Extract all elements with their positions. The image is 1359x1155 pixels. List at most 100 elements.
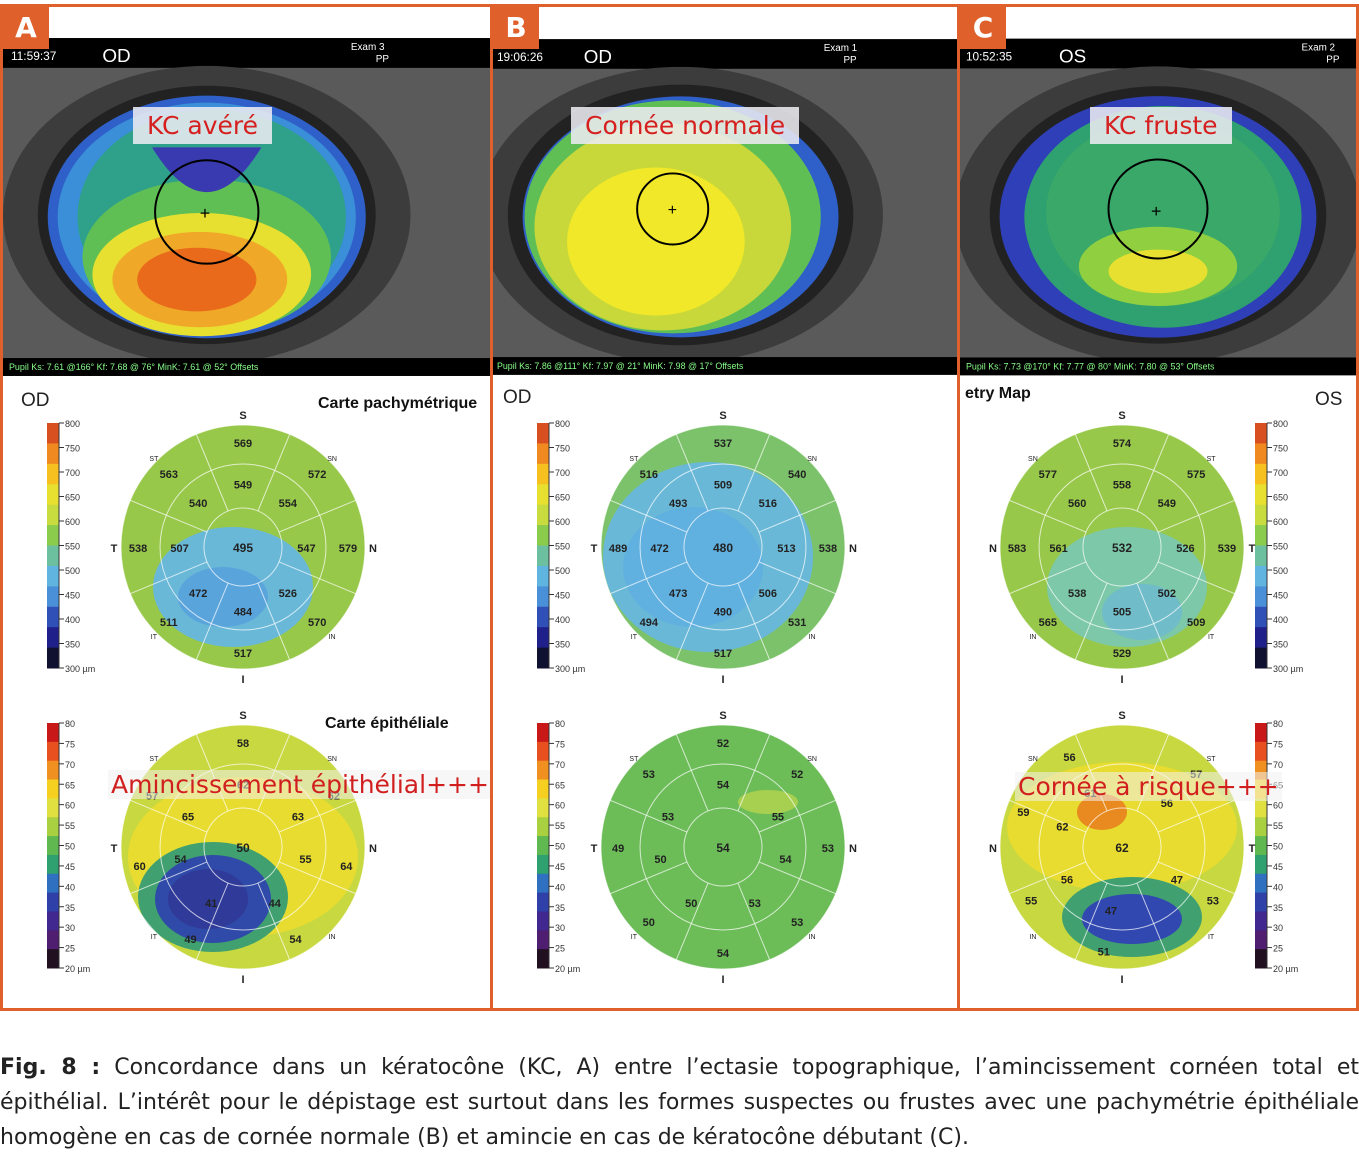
inner-value: 516	[759, 498, 777, 510]
direction-label-right: N	[369, 843, 377, 855]
scale-tick-label: 65	[65, 780, 75, 790]
outer-value: 583	[1008, 543, 1026, 555]
scale-tick-label: 750	[65, 444, 80, 454]
scale-tick-label: 45	[65, 862, 75, 872]
topography-image: 19:06:26 OD Exam 1 PP + Pupil Ks: 7.86 @…	[493, 39, 957, 375]
topo-eye: OS	[1059, 45, 1086, 66]
scale-tick-label: 65	[555, 780, 565, 790]
scale-tick-label: 55	[555, 821, 565, 831]
inner-value: 493	[669, 498, 687, 510]
inner-value: 472	[189, 588, 207, 600]
pachy-eye: OD	[503, 387, 532, 408]
topo-map	[999, 96, 1317, 338]
scale-tick-label: 800	[555, 419, 570, 429]
scale-tick-label: 35	[555, 903, 565, 913]
direction-label-s: S	[239, 710, 246, 722]
quadrant-label: ST	[149, 456, 159, 463]
outer-value: 572	[308, 469, 326, 481]
direction-label-left: T	[111, 843, 118, 855]
scale-tick-label: 800	[65, 419, 80, 429]
outer-value: 51	[1098, 946, 1110, 958]
panel-b: B 19:06:26 OD Exam 1 PP + Pupil Ks: 7.86…	[490, 4, 960, 1011]
scale-tick-label: 400	[1273, 615, 1288, 625]
epi-disc	[601, 725, 845, 969]
scale-tick-label: 600	[555, 517, 570, 527]
scale-tick-label: 650	[555, 493, 570, 503]
scale-tick-label: 55	[1273, 821, 1283, 831]
outer-value: 60	[134, 861, 146, 873]
scale-tick-label: 25	[555, 944, 565, 954]
inner-value: 561	[1049, 543, 1067, 555]
direction-label-left: T	[111, 543, 118, 555]
topo-bottom: Pupil Ks: 7.73 @170° Kf: 7.77 @ 80° MinK…	[966, 361, 1215, 371]
inner-value: 560	[1068, 498, 1086, 510]
pachy-disc	[121, 425, 365, 669]
outer-value: 565	[1039, 617, 1057, 629]
topo-label: Cornée normale	[571, 107, 800, 144]
direction-label-s: S	[239, 410, 246, 422]
inner-value: 55	[299, 854, 311, 866]
scale-tick-label: 550	[65, 542, 80, 552]
scale-tick-label: 650	[65, 493, 80, 503]
inner-value: 558	[1113, 480, 1131, 492]
center-value: 532	[1112, 541, 1132, 555]
outer-value: 53	[643, 769, 655, 781]
outer-value: 509	[1187, 617, 1205, 629]
topo-exam: Exam 3	[351, 42, 385, 53]
scale-tick-label: 50	[555, 842, 565, 852]
scale-tick-label: 550	[555, 542, 570, 552]
outer-value: 55	[1025, 895, 1037, 907]
inner-value: 540	[189, 498, 207, 510]
scale-tick-label: 75	[555, 739, 565, 749]
outer-value: 529	[1113, 648, 1131, 660]
epi-banner: Cornée à risque+++	[1015, 772, 1282, 801]
topo-bottom: Pupil Ks: 7.61 @166° Kf: 7.68 @ 76° MinK…	[9, 362, 259, 372]
panel-c: C 10:52:35 OS Exam 2 PP + Pupil Ks: 7.73…	[957, 4, 1359, 1011]
scale-tick-label: 700	[1273, 468, 1288, 478]
scale-tick-label: 80	[1273, 719, 1283, 729]
inner-value: 472	[650, 543, 668, 555]
panel-a: A 11:59:37 OD Exam 3 PP + Pupil Ks: 7.61…	[0, 4, 493, 1011]
inner-value: 526	[279, 588, 297, 600]
scale-tick-label: 450	[1273, 591, 1288, 601]
scale-tick-label: 300 µm	[555, 664, 585, 674]
inner-value: 50	[685, 898, 697, 910]
scale-tick-label: 650	[1273, 493, 1288, 503]
scale-tick-label: 600	[65, 517, 80, 527]
inner-value: 54	[779, 854, 792, 866]
inner-value: 513	[777, 543, 795, 555]
scale-tick-label: 700	[555, 468, 570, 478]
scale-tick-label: 450	[555, 591, 570, 601]
direction-label-left: N	[989, 543, 997, 555]
outer-value: 50	[643, 917, 655, 929]
scale-tick-label: 500	[1273, 566, 1288, 576]
direction-label-right: T	[1249, 543, 1256, 555]
scale-tick-label: 35	[1273, 903, 1283, 913]
outer-value: 64	[340, 861, 353, 873]
topo-pp: PP	[376, 54, 390, 65]
pachy-map: 800 750 700 650 600 550 500 450 400 350 300 µm 480 5…	[537, 410, 857, 686]
scale-tick-label: 800	[1273, 419, 1288, 429]
inner-value: 484	[234, 606, 253, 618]
scale-tick-label: 30	[555, 923, 565, 933]
outer-value: 539	[1218, 543, 1236, 555]
epi-map: 80 75 70 65 60 55 50 45 40 35 30 25 20 µm 54 54 55 54 53 5…	[537, 710, 857, 986]
topo-time: 19:06:26	[497, 50, 543, 64]
topo-eye: OD	[584, 46, 612, 67]
topo-pp: PP	[843, 55, 857, 66]
quadrant-label: SN	[807, 456, 817, 463]
scale-tick-label: 70	[1273, 760, 1283, 770]
inner-value: 473	[669, 588, 687, 600]
inner-value: 47	[1105, 905, 1117, 917]
scale-tick-label: 75	[1273, 739, 1283, 749]
figure-caption: Fig. 8 : Concordance dans un kératocône …	[0, 1050, 1359, 1155]
direction-label-left: N	[989, 843, 997, 855]
topo-map	[522, 96, 839, 338]
outer-value: 517	[714, 648, 732, 660]
center-value: 50	[236, 841, 250, 855]
quadrant-label: SN	[327, 456, 337, 463]
outer-value: 569	[234, 438, 252, 450]
color-scale: 800 750 700 650 600 550 500 450 400 350 300 µm	[1255, 419, 1303, 674]
